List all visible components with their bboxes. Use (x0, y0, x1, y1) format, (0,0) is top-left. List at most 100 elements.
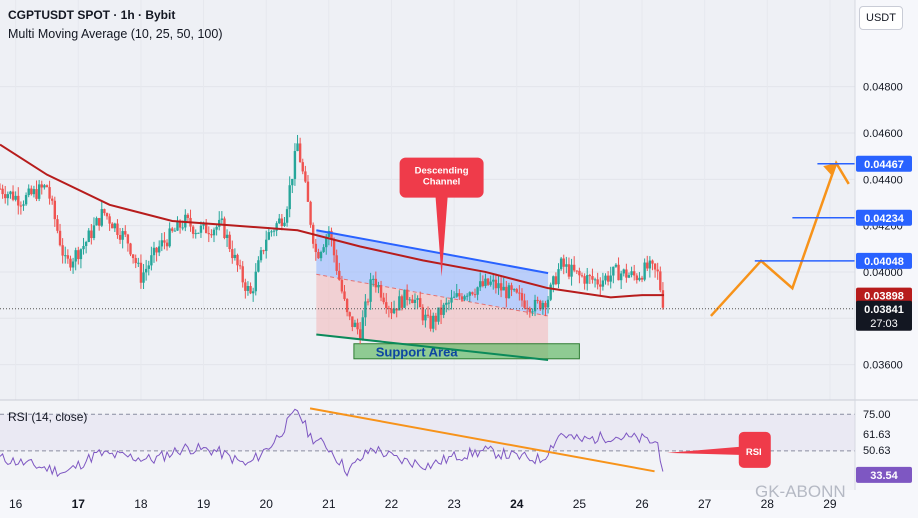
candle-body (30, 188, 33, 195)
candle-body (575, 270, 578, 272)
candle-body (173, 230, 177, 232)
channel-mid-line (316, 273, 549, 317)
candle-body (340, 279, 344, 292)
channel-lower-line (316, 333, 549, 361)
candle-body (317, 252, 320, 259)
candle-body (79, 249, 83, 260)
candle-body (95, 218, 98, 226)
candle-body (4, 194, 7, 199)
candle-body (661, 290, 665, 308)
candle-body (35, 189, 38, 199)
candle-body (479, 281, 482, 288)
candle-body (304, 171, 307, 182)
candle-body (77, 250, 80, 260)
candle-body (134, 258, 137, 264)
candle-body (593, 279, 597, 281)
countdown-label: 27:03 (870, 318, 898, 330)
current-price-tag (856, 300, 912, 331)
candle-body (481, 281, 485, 286)
candle-body (194, 233, 197, 235)
candle-body (121, 231, 124, 240)
candle-body (633, 271, 636, 276)
rsi-callout-label: RSI (746, 447, 762, 458)
candle-body (515, 289, 518, 293)
candle-body (131, 254, 135, 259)
candle-body (37, 184, 41, 199)
candle-body (471, 292, 474, 295)
candle-body (445, 302, 448, 305)
candle-body (565, 264, 568, 267)
candle-body (557, 269, 560, 285)
candle-body (155, 247, 158, 253)
candle-body (327, 230, 331, 237)
candle-body (369, 279, 372, 302)
candle-body (43, 185, 46, 188)
x-tick-label: 20 (260, 497, 274, 511)
candle-body (113, 223, 117, 229)
candle-body (97, 218, 101, 226)
candle-body (460, 296, 464, 300)
candle-body (499, 283, 503, 291)
candle-body (372, 278, 375, 280)
candle-body (262, 250, 265, 252)
candle-body (108, 216, 111, 224)
candle-body (220, 218, 224, 220)
candle-body (450, 297, 453, 303)
candle-body (518, 292, 521, 294)
candle-body (405, 289, 409, 300)
projection-path (710, 160, 850, 317)
currency-button[interactable]: USDT (859, 6, 903, 30)
candle-body (392, 308, 396, 314)
rsi-title: RSI (14, close) (8, 410, 88, 424)
candle-body (176, 220, 179, 231)
candle-body (335, 255, 338, 271)
candle-body (625, 269, 628, 278)
candle-body (338, 270, 341, 280)
candle-body (612, 266, 615, 276)
candle-body (171, 228, 174, 231)
rsi-current-tag (856, 466, 912, 483)
candle-body (17, 195, 20, 206)
candle-body (619, 273, 623, 281)
candle-body (50, 198, 54, 201)
candle-body (330, 230, 333, 240)
candle-body (452, 296, 456, 298)
candle-body (293, 151, 297, 179)
candle-body (606, 275, 610, 282)
candle-body (116, 223, 119, 236)
candle-body (272, 230, 276, 232)
candle-body (523, 300, 526, 308)
candle-body (228, 234, 231, 250)
candle-body (92, 225, 96, 239)
candle-body (554, 276, 558, 285)
candle-body (309, 201, 312, 225)
x-tick-label: 24 (510, 497, 524, 511)
candle-body (520, 293, 524, 301)
candle-body (559, 258, 563, 270)
x-tick-label: 23 (447, 497, 461, 511)
candle-body (285, 209, 289, 223)
candle-body (233, 254, 237, 259)
candle-body (142, 272, 145, 283)
candle-body (27, 188, 30, 196)
candle-body (434, 315, 438, 322)
candle-body (270, 231, 273, 233)
y-tick-label: 0.04000 (863, 267, 903, 279)
candle-body (609, 275, 612, 282)
candle-body (301, 162, 304, 172)
rsi-tick-label: 50.63 (863, 445, 891, 457)
candle-body (429, 315, 432, 329)
candle-body (24, 195, 28, 205)
candle-body (614, 264, 618, 267)
channel-upper-line (316, 229, 549, 275)
candle-body (210, 234, 213, 236)
candle-body (648, 260, 652, 269)
y-tick-label: 0.04400 (863, 174, 903, 186)
candle-body (238, 265, 242, 267)
candle-body (251, 291, 255, 294)
candle-body (549, 284, 552, 300)
target-price-tag (856, 252, 912, 269)
rsi-line (0, 408, 664, 478)
candle-body (223, 218, 226, 239)
candle-body (165, 242, 169, 247)
